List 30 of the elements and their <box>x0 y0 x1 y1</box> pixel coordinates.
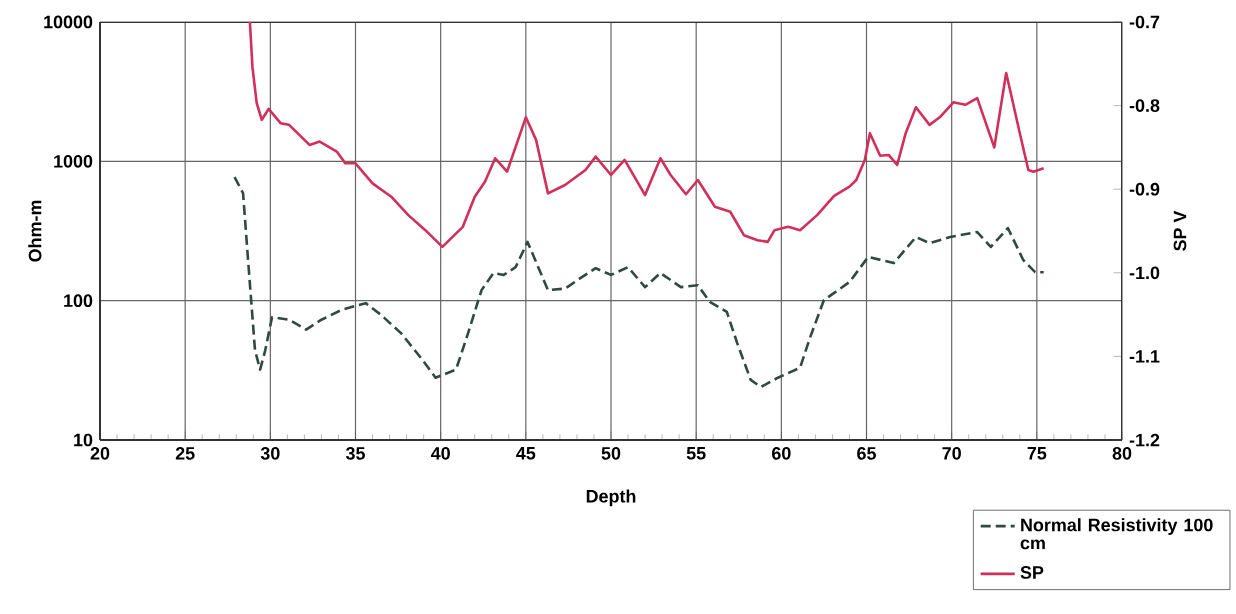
x-tick-label: 35 <box>345 447 365 460</box>
x-tick-label: 50 <box>601 447 621 460</box>
legend-label: SP <box>1020 566 1044 579</box>
y-tick-label: 10000 <box>44 15 93 29</box>
x-tick-label: 70 <box>942 447 961 460</box>
y2-tick-label: -1.1 <box>1129 350 1160 363</box>
y2-tick-label: -0.8 <box>1129 99 1160 112</box>
y2-tick-label: -0.9 <box>1129 182 1160 196</box>
y2-tick-label: -1.0 <box>1129 266 1160 280</box>
x-tick-label: 60 <box>772 447 791 460</box>
x-axis-title: Depth <box>586 489 636 507</box>
legend-label: Normal Resistivity 100 cm <box>1020 518 1213 550</box>
x-tick-label: 55 <box>686 447 706 460</box>
y2-axis-title: SP V <box>1173 210 1187 251</box>
y2-tick-label: -1.2 <box>1129 433 1160 447</box>
y-tick-label: 10 <box>74 433 93 447</box>
x-tick-label: 20 <box>90 447 110 460</box>
x-tick-label: 65 <box>857 447 876 460</box>
x-tick-label: 40 <box>430 447 450 460</box>
x-tick-label: 75 <box>1027 447 1047 460</box>
line-series <box>248 22 1045 249</box>
x-tick-label: 30 <box>260 447 280 460</box>
y2-tick-label: -0.7 <box>1129 15 1160 29</box>
line-series <box>233 175 1045 389</box>
x-tick-label: 25 <box>175 447 195 460</box>
y-tick-label: 1000 <box>54 154 93 168</box>
x-tick-label: 80 <box>1112 447 1132 460</box>
x-tick-label: 45 <box>516 447 536 460</box>
y-axis-title: Ohm-m <box>28 200 42 262</box>
y-tick-label: 100 <box>64 294 93 308</box>
